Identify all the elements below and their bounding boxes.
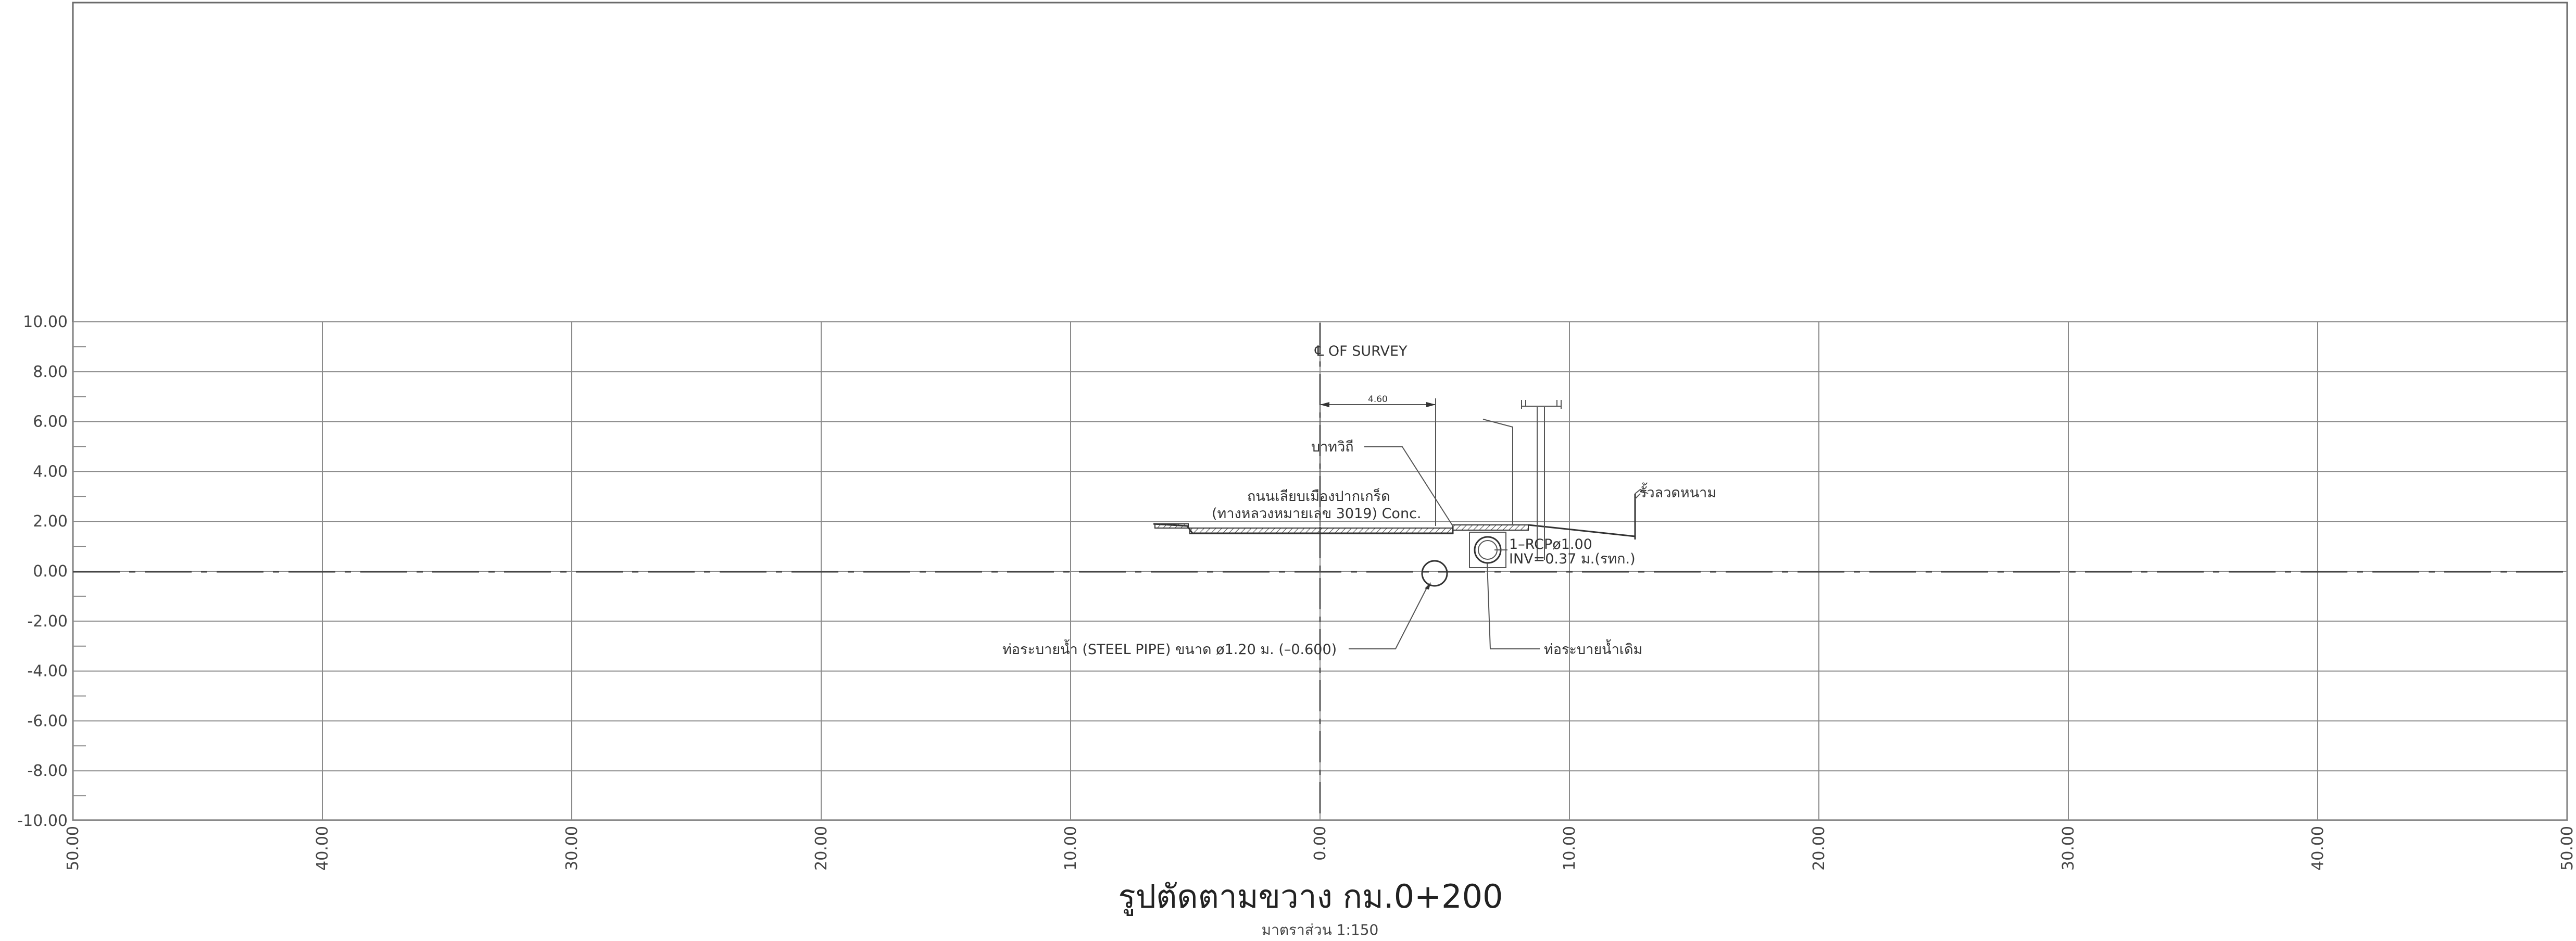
existing-drain-label: ท่อระบายน้ำเดิม: [1544, 639, 1642, 658]
x-tick-label: 50.00: [2558, 826, 2576, 871]
y-tick-label: -8.00: [27, 762, 68, 780]
drawing-scale: มาตราส่วน 1:150: [1262, 921, 1379, 938]
y-tick-label: 2.00: [33, 512, 68, 531]
y-tick-label: 8.00: [33, 363, 68, 381]
x-tick-label: 20.00: [1810, 826, 1828, 871]
road-surface: [1153, 523, 1636, 537]
sidewalk-label: บาทวิถี: [1311, 439, 1354, 455]
x-tick-label: 10.00: [1561, 826, 1579, 871]
x-tick-label: 40.00: [313, 826, 332, 871]
steel-pipe-label: ท่อระบายน้ำ (STEEL PIPE) ขนาด ø1.20 ม. (…: [1002, 639, 1337, 658]
drawing-title: รูปตัดตามขวาง กม.0+200: [1119, 877, 1503, 916]
x-axis-labels: 50.00 40.00 30.00 20.00 10.00 0.00 10.00 20.00 3…: [64, 826, 2576, 871]
rcp-label: 1–RCPø1.00: [1509, 536, 1592, 553]
fence-label: รั้วลวดหนาม: [1639, 482, 1716, 501]
steel-pipe-icon: [1421, 560, 1448, 587]
y-tick-label: -6.00: [27, 712, 68, 730]
x-tick-label: 0.00: [1311, 826, 1329, 861]
y-tick-label: -2.00: [27, 612, 68, 631]
y-tick-label: 6.00: [33, 413, 68, 431]
y-axis-labels: 10.00 8.00 6.00 4.00 2.00 0.00 -2.00 -4.00 -6.00…: [17, 313, 68, 830]
dimension-4-60: 4.60: [1320, 394, 1436, 526]
x-tick-label: 30.00: [2059, 826, 2078, 871]
survey-label: ℄ OF SURVEY: [1314, 343, 1408, 359]
x-tick-label: 30.00: [563, 826, 581, 871]
x-tick-label: 10.00: [1062, 826, 1080, 871]
fence-post: [1634, 488, 1649, 539]
x-tick-label: 40.00: [2309, 826, 2327, 871]
x-tick-label: 50.00: [64, 826, 82, 871]
x-tick-label: 20.00: [812, 826, 831, 871]
road-name-label: ถนนเลียบเมืองปากเกร็ด: [1247, 487, 1390, 505]
inv-label: INV=0.37 ม.(รทก.): [1509, 551, 1636, 567]
dimension-text: 4.60: [1368, 394, 1388, 405]
sidewalk-structure: [1482, 400, 1562, 560]
y-tick-label: 10.00: [23, 313, 68, 331]
y-tick-label: 4.00: [33, 462, 68, 481]
leader-lines: [1349, 446, 1641, 649]
road-detail-label: (ทางหลวงหมายเลข 3019) Conc.: [1212, 506, 1422, 522]
y-tick-label: 0.00: [33, 562, 68, 581]
y-tick-label: -4.00: [27, 662, 68, 681]
y-tick-label: -10.00: [17, 812, 68, 830]
